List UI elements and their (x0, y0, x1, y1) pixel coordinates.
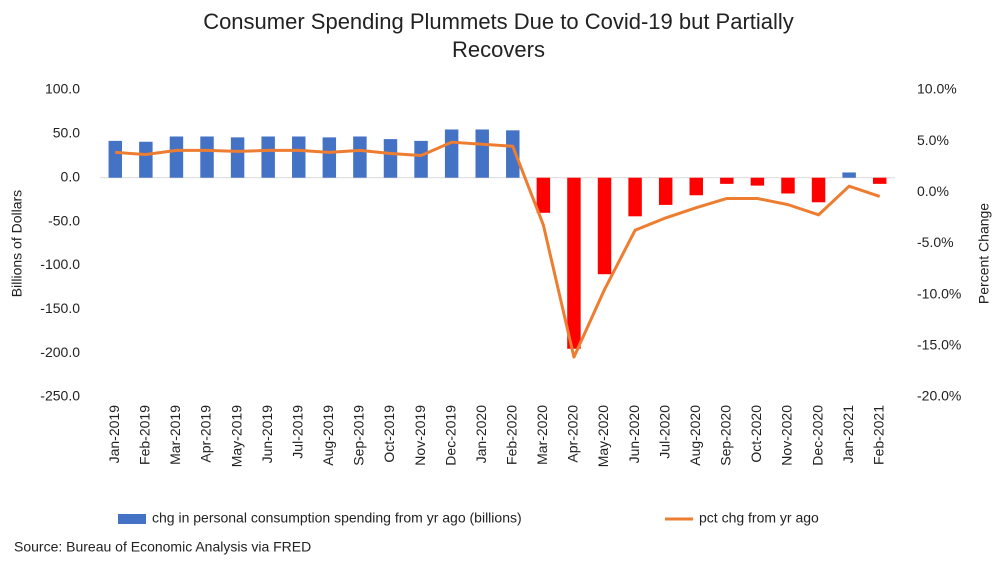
y-tick-label: -150.0 (40, 300, 80, 316)
y2-tick-label: -15.0% (917, 337, 961, 353)
x-tick-label: Jan-2021 (840, 405, 856, 464)
bar (750, 177, 765, 186)
bar (872, 177, 887, 184)
y2-tick-label: -10.0% (917, 285, 961, 301)
y2-tick-label: -20.0% (917, 388, 961, 404)
bar (322, 137, 337, 178)
bar (536, 177, 551, 213)
bar (842, 172, 856, 178)
y-axis-title: Billions of Dollars (9, 190, 25, 297)
x-tick-label: Mar-2019 (167, 405, 183, 465)
source-note: Source: Bureau of Economic Analysis via … (14, 539, 311, 555)
bar (658, 177, 673, 205)
bar (444, 129, 459, 178)
bar (169, 136, 184, 178)
x-tick-label: Dec-2020 (809, 405, 825, 466)
chart-title: Consumer Spending Plummets Due to Covid-… (203, 9, 794, 62)
x-tick-label: Aug-2019 (320, 405, 336, 466)
x-tick-label: Sep-2020 (718, 405, 734, 466)
bar (475, 129, 489, 178)
bar (689, 177, 703, 196)
x-tick-label: May-2020 (595, 405, 611, 467)
bar (720, 177, 734, 184)
bar (261, 136, 275, 178)
bar (506, 130, 520, 178)
x-tick-label: Sep-2019 (351, 405, 367, 466)
bar (108, 140, 123, 178)
y-tick-label: -200.0 (40, 344, 80, 360)
bar (414, 140, 428, 178)
bar (139, 141, 153, 178)
bar (230, 137, 245, 178)
x-tick-label: Jul-2019 (289, 405, 305, 459)
x-tick-label: Apr-2019 (198, 405, 214, 463)
y-tick-label: -250.0 (40, 388, 80, 404)
x-tick-label: Feb-2021 (870, 405, 886, 465)
y2-tick-label: 10.0% (917, 81, 957, 97)
x-tick-label: Mar-2020 (534, 405, 550, 465)
y-tick-label: 50.0 (53, 125, 80, 141)
legend-label: pct chg from yr ago (699, 510, 819, 526)
bar (353, 136, 367, 178)
x-tick-label: Nov-2019 (412, 405, 428, 466)
bar (567, 177, 581, 349)
y-tick-label: -100.0 (40, 256, 80, 272)
y-tick-label: 0.0 (61, 168, 81, 184)
y2-tick-label: -5.0% (917, 234, 954, 250)
bar (200, 136, 214, 178)
legend-swatch (118, 514, 146, 524)
x-tick-label: Feb-2020 (503, 405, 519, 465)
y2-axis-title: Percent Change (976, 203, 992, 304)
bar (811, 177, 826, 203)
y2-tick-label: 0.0% (917, 183, 949, 199)
x-tick-label: Nov-2020 (779, 405, 795, 466)
x-tick-label: Oct-2020 (748, 405, 764, 463)
x-tick-label: Jun-2019 (259, 405, 275, 464)
bar (292, 136, 306, 178)
bar (597, 177, 612, 275)
x-tick-label: Feb-2019 (137, 405, 153, 465)
legend-label: chg in personal consumption spending fro… (152, 510, 522, 526)
x-tick-label: May-2019 (228, 405, 244, 467)
bar (781, 177, 795, 194)
y2-tick-label: 5.0% (917, 132, 949, 148)
bar (628, 177, 642, 217)
x-tick-label: Apr-2020 (565, 405, 581, 463)
x-tick-label: Jan-2019 (106, 405, 122, 464)
x-tick-label: Jul-2020 (656, 405, 672, 459)
line (115, 140, 881, 359)
x-tick-label: Dec-2019 (442, 405, 458, 466)
y-tick-label: -50.0 (48, 212, 80, 228)
x-tick-label: Jun-2020 (626, 405, 642, 464)
x-tick-label: Jan-2020 (473, 405, 489, 464)
y-tick-label: 100.0 (45, 81, 80, 97)
bar (383, 139, 398, 178)
x-tick-label: Oct-2019 (381, 405, 397, 463)
x-tick-label: Aug-2020 (687, 405, 703, 466)
